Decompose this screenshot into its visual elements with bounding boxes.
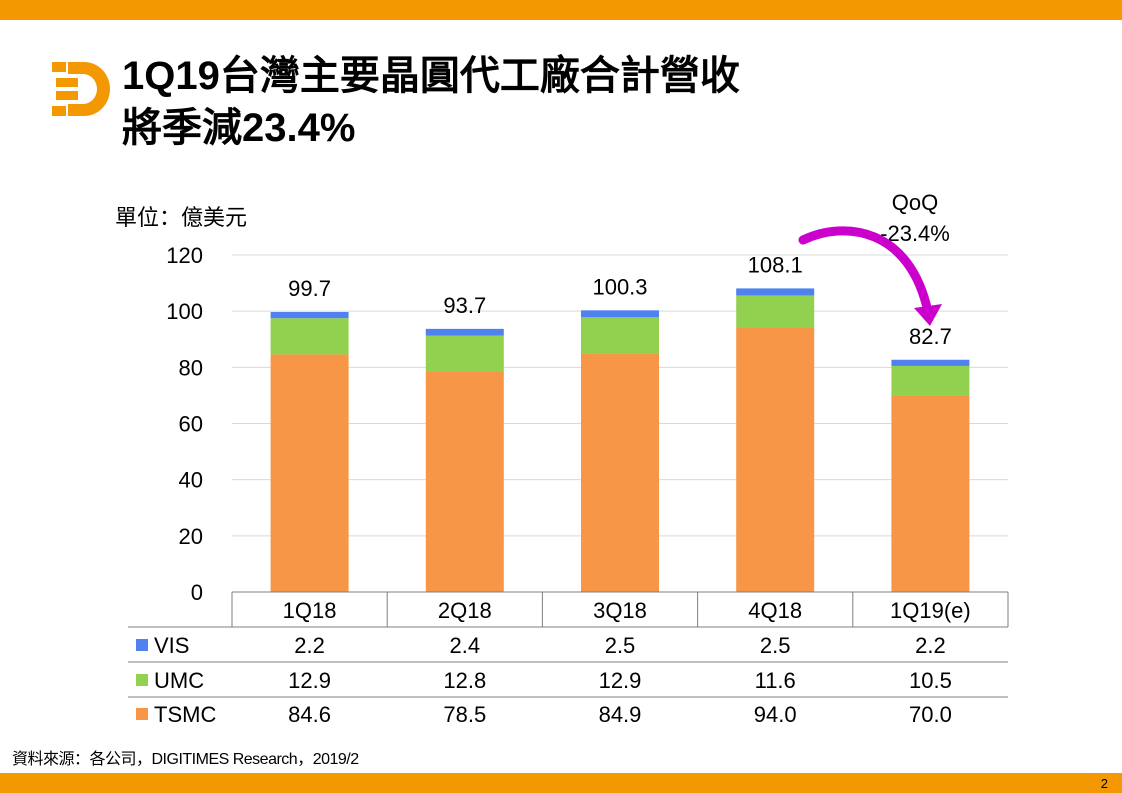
table-cell: 2.4 [450, 633, 481, 658]
table-cell: 10.5 [909, 668, 952, 693]
y-tick-label: 60 [179, 412, 203, 437]
legend-swatch-tsmc [136, 708, 148, 720]
legend-swatch-vis [136, 639, 148, 651]
x-category-label: 4Q18 [748, 598, 802, 623]
bar-tsmc-3q18 [581, 353, 659, 592]
y-tick-label: 20 [179, 524, 203, 549]
bar-vis-3q18 [581, 310, 659, 318]
title-line-1: 1Q19台灣主要晶圓代工廠合計營收 [122, 54, 740, 98]
y-tick-label: 100 [166, 299, 203, 324]
qoq-label: QoQ [892, 190, 938, 215]
digitimes-logo-icon [52, 62, 110, 116]
y-tick-label: 40 [179, 468, 203, 493]
bar-vis-1q19e [891, 359, 970, 366]
bar-total-label: 108.1 [748, 252, 803, 277]
bar-total-label: 99.7 [288, 276, 331, 301]
bar-vis-4q18 [736, 288, 815, 296]
table-cell: 2.2 [915, 633, 946, 658]
legend-label-umc: UMC [154, 668, 204, 693]
bar-tsmc-4q18 [736, 328, 815, 592]
table-cell: 12.8 [443, 668, 486, 693]
top-accent-bar [0, 0, 1122, 20]
table-cell: 70.0 [909, 702, 952, 727]
x-category-label: 1Q19(e) [890, 598, 971, 623]
table-cell: 94.0 [754, 702, 797, 727]
page-number: 2 [1100, 776, 1108, 791]
unit-label: 單位：億美元 [115, 205, 248, 230]
y-tick-label: 120 [166, 243, 203, 268]
table-cell: 2.5 [760, 633, 791, 658]
bottom-accent-bar [0, 773, 1122, 793]
y-tick-label: 80 [179, 355, 203, 380]
table-cell: 11.6 [755, 668, 796, 693]
x-category-label: 1Q18 [283, 598, 337, 623]
bar-tsmc-1q18 [270, 354, 349, 592]
table-cell: 2.2 [294, 633, 325, 658]
page-title: 1Q19台灣主要晶圓代工廠合計營收 將季減23.4% [122, 50, 740, 154]
y-tick-label: 0 [191, 580, 203, 605]
bar-vis-2q18 [425, 328, 504, 336]
x-category-label: 3Q18 [593, 598, 647, 623]
bar-tsmc-2q18 [425, 371, 504, 592]
x-category-label: 2Q18 [438, 598, 492, 623]
bar-total-label: 93.7 [443, 293, 486, 318]
bar-umc-2q18 [425, 335, 504, 372]
legend-swatch-umc [136, 674, 148, 686]
bar-tsmc-1q19e [891, 395, 970, 592]
table-cell: 12.9 [599, 668, 642, 693]
bar-vis-1q18 [270, 312, 349, 319]
legend-label-tsmc: TSMC [154, 702, 216, 727]
qoq-arrowhead-icon [914, 304, 942, 326]
bar-umc-1q18 [270, 318, 349, 355]
bar-umc-3q18 [581, 317, 659, 354]
table-cell: 78.5 [443, 702, 486, 727]
qoq-arrow-icon [798, 226, 933, 317]
table-cell: 84.9 [599, 702, 642, 727]
bar-total-label: 82.7 [909, 324, 952, 349]
table-cell: 12.9 [288, 668, 331, 693]
table-cell: 2.5 [605, 633, 636, 658]
bar-umc-4q18 [736, 295, 815, 329]
bar-umc-1q19e [891, 365, 970, 396]
title-line-2: 將季減23.4% [122, 106, 356, 150]
table-cell: 84.6 [288, 702, 331, 727]
source-note: 資料來源：各公司，DIGITIMES Research，2019/2 [12, 751, 359, 768]
legend-label-vis: VIS [154, 633, 189, 658]
bar-total-label: 100.3 [592, 274, 647, 299]
